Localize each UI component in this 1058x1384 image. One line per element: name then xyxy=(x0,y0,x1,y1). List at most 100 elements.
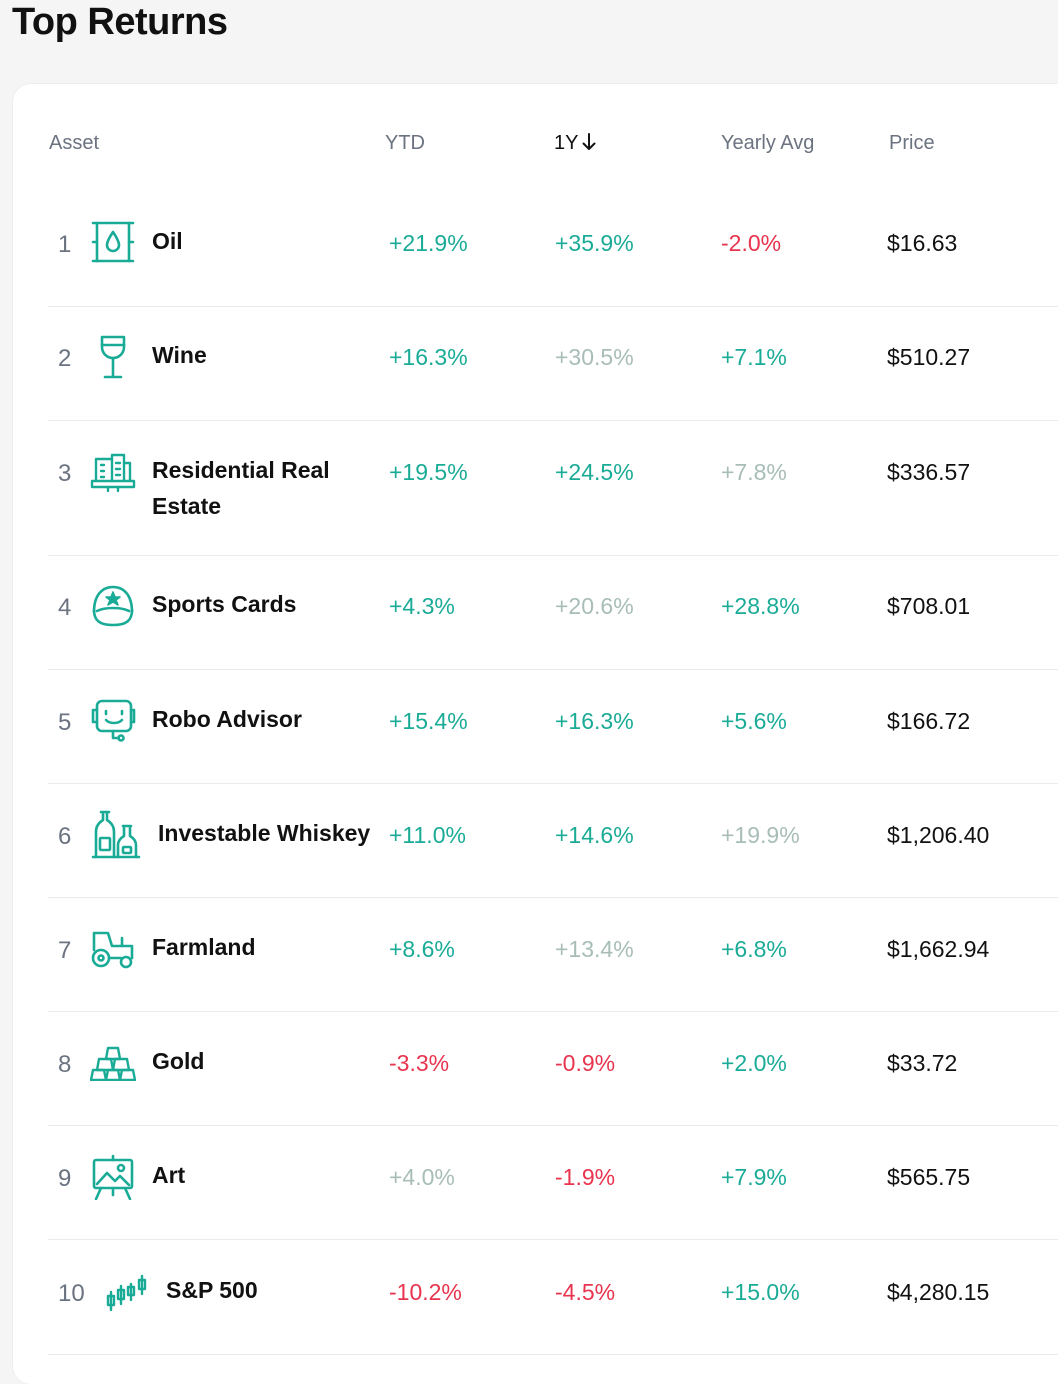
table-row[interactable]: 4 Sports Cards +4.3% +20.6% +28.8% $708.… xyxy=(0,556,1058,670)
asset-name[interactable]: S&P 500 xyxy=(166,1277,258,1303)
yearly-avg-return: +5.6% xyxy=(721,708,787,734)
row-rank: 8 xyxy=(58,1051,72,1078)
one-year-return: +35.9% xyxy=(555,230,634,256)
column-header-yearly-avg[interactable]: Yearly Avg xyxy=(721,132,815,154)
table-row[interactable]: 1 Oil +21.9% +35.9% -2.0% $16.63 xyxy=(0,193,1058,307)
one-year-return: +16.3% xyxy=(555,708,634,734)
building-icon xyxy=(90,453,136,493)
asset-name[interactable]: Robo Advisor xyxy=(152,706,302,732)
table-row[interactable]: 2 Wine +16.3% +30.5% +7.1% $510.27 xyxy=(0,307,1058,421)
row-rank: 5 xyxy=(58,709,72,736)
row-divider xyxy=(48,1239,1058,1240)
asset-name[interactable]: Gold xyxy=(152,1048,205,1074)
yearly-avg-return: -2.0% xyxy=(721,230,782,256)
whiskey-bottles-icon xyxy=(91,810,141,859)
ytd-return: +15.4% xyxy=(389,708,468,734)
table-row[interactable]: 5 Robo Advisor +15.4% +16.3% +5.6% $166.… xyxy=(0,670,1058,784)
table-row[interactable]: 8 Gold -3.3% -0.9% +2.0% $33.72 xyxy=(0,1012,1058,1126)
row-rank: 4 xyxy=(58,594,72,621)
ytd-return: -10.2% xyxy=(389,1279,462,1305)
table-row[interactable]: 7 Farmland +8.6% +13.4% +6.8% $1,662.94 xyxy=(0,898,1058,1012)
yearly-avg-return: +6.8% xyxy=(721,936,787,962)
one-year-return: +14.6% xyxy=(555,822,634,848)
row-rank: 3 xyxy=(58,460,72,487)
wine-glass-icon xyxy=(100,335,126,379)
column-header-price[interactable]: Price xyxy=(889,132,935,154)
asset-price: $166.72 xyxy=(887,708,971,734)
asset-price: $1,662.94 xyxy=(887,936,990,962)
row-divider xyxy=(48,555,1058,556)
yearly-avg-return: +28.8% xyxy=(721,593,800,619)
row-rank: 2 xyxy=(58,345,72,372)
asset-name-line-2[interactable]: Estate xyxy=(152,493,222,519)
ytd-return: +8.6% xyxy=(389,936,455,962)
one-year-return: +20.6% xyxy=(555,593,634,619)
yearly-avg-return: +7.9% xyxy=(721,1164,787,1190)
asset-name[interactable]: Oil xyxy=(152,228,183,254)
yearly-avg-return: +2.0% xyxy=(721,1050,787,1076)
ytd-return: +19.5% xyxy=(389,459,468,485)
row-divider xyxy=(48,306,1058,307)
one-year-return: -0.9% xyxy=(555,1050,616,1076)
row-divider xyxy=(48,783,1058,784)
row-rank: 9 xyxy=(58,1165,72,1192)
candlestick-chart-icon xyxy=(106,1274,147,1312)
asset-price: $565.75 xyxy=(887,1164,971,1190)
row-divider xyxy=(48,1125,1058,1126)
yearly-avg-return: +19.9% xyxy=(721,822,800,848)
row-rank: 6 xyxy=(58,823,72,850)
one-year-return: +24.5% xyxy=(555,459,634,485)
column-header-1y[interactable]: 1Y xyxy=(554,131,596,155)
ytd-return: +11.0% xyxy=(389,822,466,848)
row-divider xyxy=(48,1011,1058,1012)
asset-price: $1,206.40 xyxy=(887,822,990,848)
yearly-avg-return: +7.1% xyxy=(721,344,787,370)
asset-name[interactable]: Investable Whiskey xyxy=(158,820,371,846)
gold-bars-icon xyxy=(90,1046,136,1081)
table-row[interactable]: 6 Investable Whiskey +11.0% +14.6% +19.9… xyxy=(0,784,1058,898)
asset-price: $708.01 xyxy=(887,593,971,619)
yearly-avg-return: +15.0% xyxy=(721,1279,800,1305)
row-divider xyxy=(48,1354,1058,1355)
tractor-icon xyxy=(91,931,134,969)
row-divider xyxy=(48,897,1058,898)
ytd-return: +4.0% xyxy=(389,1164,455,1190)
ytd-return: -3.3% xyxy=(389,1050,450,1076)
asset-name[interactable]: Farmland xyxy=(152,934,256,960)
page-title: Top Returns xyxy=(12,1,228,43)
table-row[interactable]: 9 Art +4.0% -1.9% +7.9% $565.75 xyxy=(0,1126,1058,1240)
row-divider xyxy=(48,420,1058,421)
ytd-return: +16.3% xyxy=(389,344,468,370)
table-row[interactable]: 10 S&P 500 -10.2% -4.5% +15.0% $4,280.15 xyxy=(0,1240,1058,1354)
asset-price: $510.27 xyxy=(887,344,971,370)
row-divider xyxy=(48,669,1058,670)
robot-icon xyxy=(91,699,136,742)
yearly-avg-return: +7.8% xyxy=(721,459,787,485)
column-header-1y-label: 1Y xyxy=(554,132,579,154)
sort-descending-icon xyxy=(582,133,596,150)
asset-name[interactable]: Wine xyxy=(152,342,207,368)
asset-price: $4,280.15 xyxy=(887,1279,990,1305)
easel-icon xyxy=(92,1154,134,1200)
asset-name[interactable]: Sports Cards xyxy=(152,591,297,617)
column-header-ytd[interactable]: YTD xyxy=(385,132,425,154)
column-header-asset[interactable]: Asset xyxy=(49,132,100,154)
top-returns-table xyxy=(13,84,1058,1384)
one-year-return: -4.5% xyxy=(555,1279,616,1305)
asset-price: $33.72 xyxy=(887,1050,958,1076)
one-year-return: -1.9% xyxy=(555,1164,616,1190)
ytd-return: +4.3% xyxy=(389,593,455,619)
one-year-return: +30.5% xyxy=(555,344,634,370)
asset-price: $16.63 xyxy=(887,230,958,256)
ytd-return: +21.9% xyxy=(389,230,468,256)
row-rank: 10 xyxy=(58,1280,85,1307)
asset-name[interactable]: Art xyxy=(152,1162,186,1188)
asset-name-line-1[interactable]: Residential Real xyxy=(152,457,330,483)
table-row[interactable]: 3 Residential Real Estate +19.5% +24.5% … xyxy=(0,421,1058,555)
one-year-return: +13.4% xyxy=(555,936,634,962)
baseball-cap-icon xyxy=(92,585,134,627)
oil-barrel-icon xyxy=(91,221,135,263)
asset-price: $336.57 xyxy=(887,459,971,485)
row-rank: 7 xyxy=(58,937,72,964)
row-rank: 1 xyxy=(58,231,72,258)
